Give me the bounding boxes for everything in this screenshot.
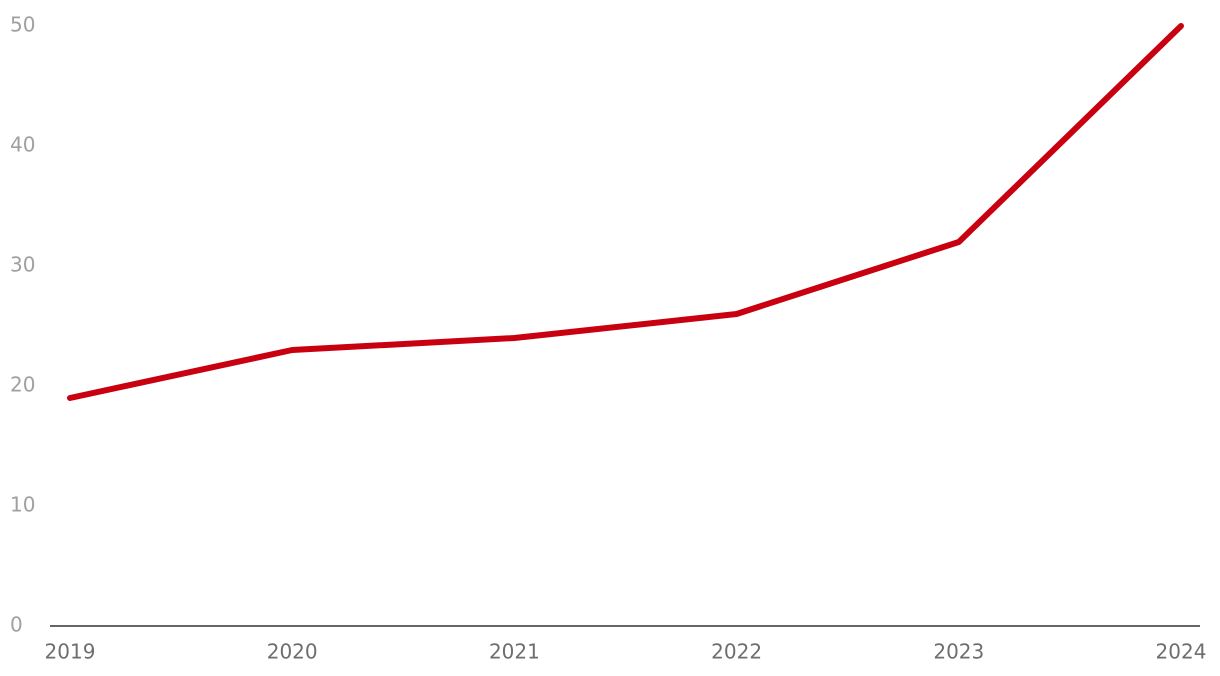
y-tick-label: 30: [10, 253, 35, 277]
x-tick-label: 2021: [489, 640, 540, 664]
y-tick-label: 0: [10, 613, 23, 637]
line: [67, 23, 1184, 401]
y-tick-label: 50: [10, 13, 35, 37]
y-tick-label: 40: [10, 133, 35, 157]
y-tick-label: 20: [10, 373, 35, 397]
x-tick-label: 2019: [45, 640, 96, 664]
x-tick-label: 2020: [267, 640, 318, 664]
y-tick-label: 10: [10, 493, 35, 517]
x-tick-label: 2022: [711, 640, 762, 664]
x-tick-label: 2024: [1156, 640, 1207, 664]
x-tick-label: 2023: [933, 640, 984, 664]
